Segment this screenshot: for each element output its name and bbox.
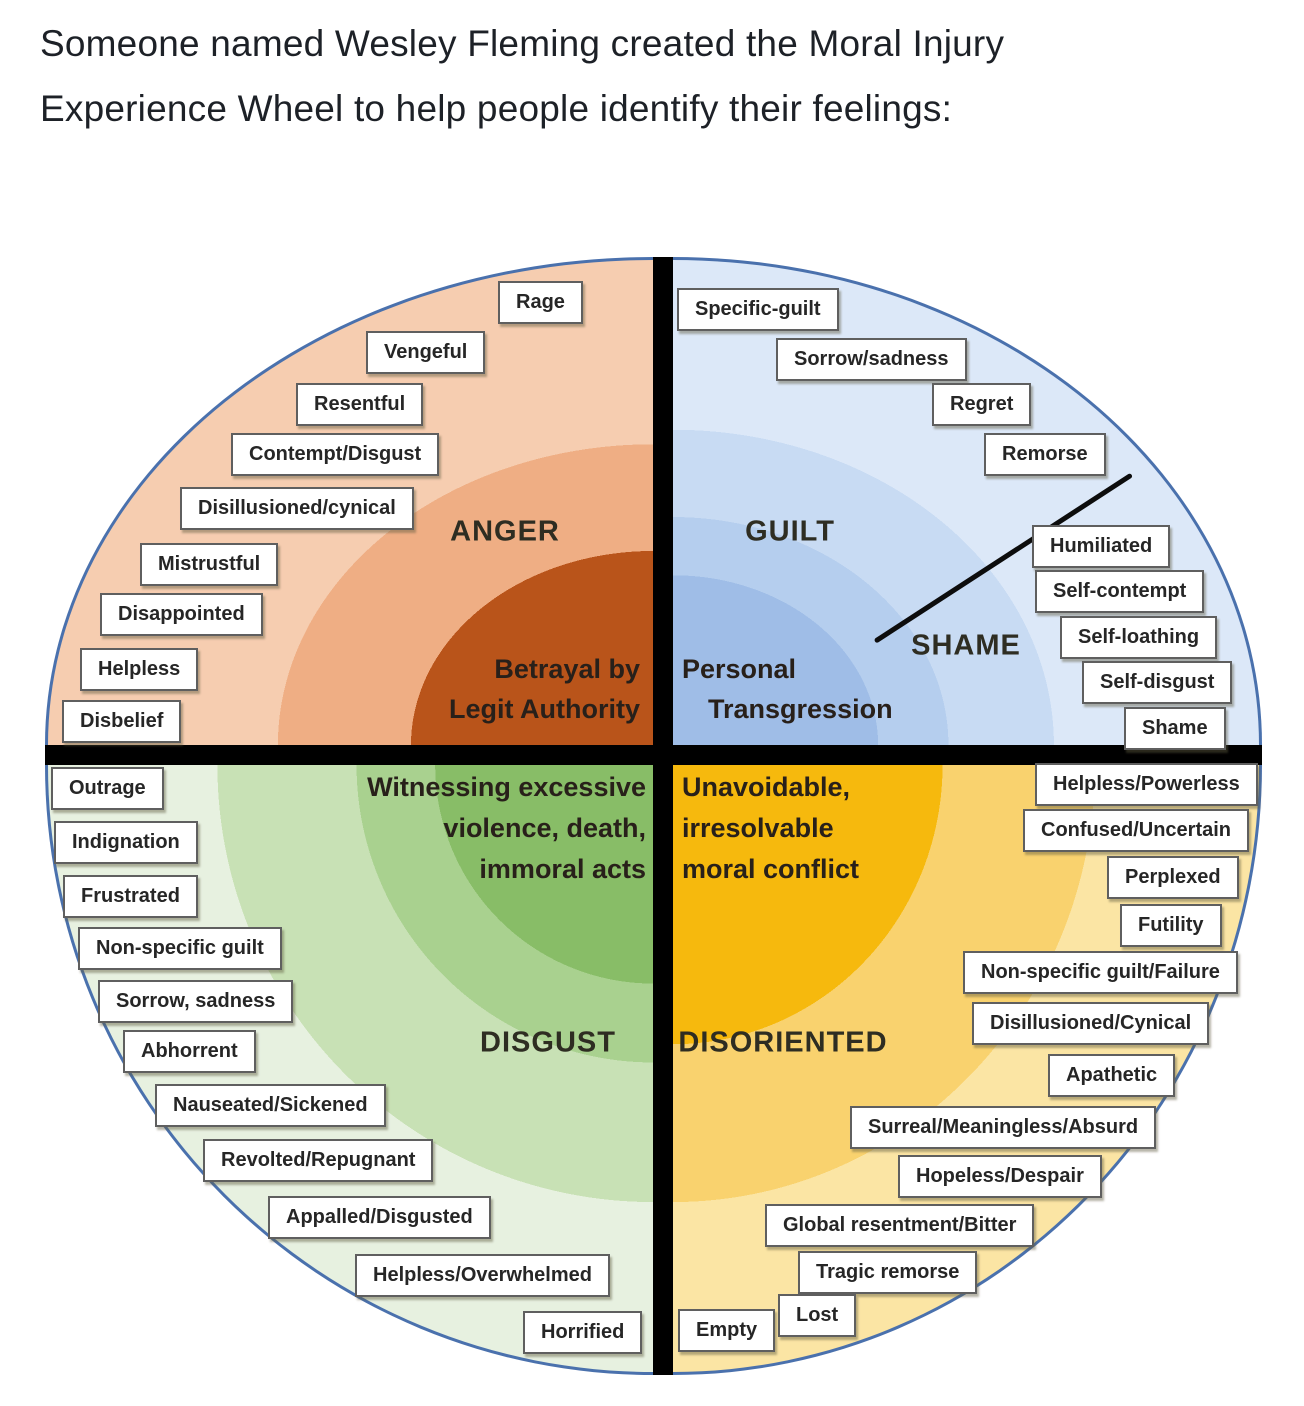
quadrant-label-disgust: DISGUST [480, 1026, 616, 1059]
emotion-box-disillusioned-cynical: Disillusioned/cynical [180, 487, 414, 530]
horizontal-axis-bar [45, 745, 1262, 765]
anger-core-cause: Betrayal by Legit Authority [449, 649, 640, 729]
emotion-box-self-loathing: Self-loathing [1060, 616, 1218, 659]
emotion-box-helpless: Helpless [80, 648, 199, 691]
disgust-core-line: violence, death, [443, 813, 646, 843]
emotion-box-perplexed: Perplexed [1107, 856, 1239, 899]
emotion-box-humiliated: Humiliated [1032, 525, 1171, 568]
emotion-box-revolted-repugnant: Revolted/Repugnant [203, 1139, 434, 1182]
emotion-box-regret: Regret [932, 383, 1032, 426]
emotion-box-tragic-remorse: Tragic remorse [798, 1251, 978, 1294]
caption-line-1: Someone named Wesley Fleming created the… [40, 23, 1005, 64]
emotion-box-rage: Rage [498, 281, 583, 324]
disoriented-core-line: irresolvable [682, 813, 834, 843]
guilt-core-line: Transgression [708, 694, 893, 724]
emotion-box-self-contempt: Self-contempt [1035, 570, 1205, 613]
emotion-box-disappointed: Disappointed [100, 593, 263, 636]
emotion-box-non-specific-guilt: Non-specific guilt [78, 927, 282, 970]
emotion-box-appalled-disgusted: Appalled/Disgusted [268, 1196, 491, 1239]
disoriented-core-line: moral conflict [682, 854, 860, 884]
emotion-box-horrified: Horrified [523, 1311, 643, 1354]
emotion-box-surreal-meaningless-absurd: Surreal/Meaningless/Absurd [850, 1106, 1157, 1149]
disoriented-core-line: Unavoidable, [682, 772, 851, 802]
emotion-box-outrage: Outrage [51, 767, 164, 810]
emotion-box-sorrow-sadness-disgust: Sorrow, sadness [98, 980, 294, 1023]
emotion-box-global-resentment-bitter: Global resentment/Bitter [765, 1204, 1035, 1247]
guilt-core-line: Personal [682, 654, 797, 684]
anger-core-line: Legit Authority [449, 694, 640, 724]
emotion-box-hopeless-despair: Hopeless/Despair [898, 1155, 1102, 1198]
vertical-axis-bar [653, 257, 673, 1375]
moral-injury-wheel: ANGER GUILT SHAME DISGUST DISORIENTED Be… [45, 257, 1262, 1375]
disoriented-core-cause: Unavoidable, irresolvable moral conflict [682, 767, 859, 890]
quadrant-label-shame: SHAME [911, 629, 1021, 662]
caption-line-2: Experience Wheel to help people identify… [40, 88, 953, 129]
emotion-box-helpless-overwhelmed: Helpless/Overwhelmed [355, 1254, 610, 1297]
emotion-box-confused-uncertain: Confused/Uncertain [1023, 809, 1250, 852]
emotion-box-shame: Shame [1124, 707, 1226, 750]
emotion-box-resentful: Resentful [296, 383, 424, 426]
quadrant-label-disoriented: DISORIENTED [678, 1026, 888, 1059]
guilt-shame-core-cause: Personal Transgression [682, 649, 893, 729]
emotion-box-disillusioned-cynical-2: Disillusioned/Cynical [972, 1002, 1210, 1045]
emotion-box-contempt-disgust: Contempt/Disgust [231, 433, 440, 476]
disgust-core-line: immoral acts [479, 854, 646, 884]
quadrant-label-guilt: GUILT [745, 515, 835, 548]
emotion-box-non-specific-guilt-failure: Non-specific guilt/Failure [963, 951, 1238, 994]
disgust-core-cause: Witnessing excessive violence, death, im… [367, 767, 646, 890]
emotion-box-frustrated: Frustrated [63, 875, 198, 918]
emotion-box-mistrustful: Mistrustful [140, 543, 279, 586]
emotion-box-empty: Empty [678, 1309, 776, 1352]
emotion-box-indignation: Indignation [54, 821, 198, 864]
emotion-box-specific-guilt: Specific-guilt [677, 288, 839, 331]
emotion-box-futility: Futility [1120, 904, 1222, 947]
emotion-box-lost: Lost [778, 1294, 857, 1337]
anger-core-line: Betrayal by [494, 654, 640, 684]
emotion-box-nauseated-sickened: Nauseated/Sickened [155, 1084, 386, 1127]
emotion-box-disbelief: Disbelief [62, 700, 182, 743]
emotion-box-remorse: Remorse [984, 433, 1106, 476]
emotion-box-apathetic: Apathetic [1048, 1054, 1176, 1097]
quadrant-label-anger: ANGER [450, 515, 560, 548]
emotion-box-sorrow-sadness: Sorrow/sadness [776, 338, 967, 381]
disgust-core-line: Witnessing excessive [367, 772, 646, 802]
emotion-box-helpless-powerless: Helpless/Powerless [1035, 763, 1258, 806]
emotion-box-self-disgust: Self-disgust [1082, 661, 1233, 704]
emotion-box-vengeful: Vengeful [366, 331, 486, 374]
emotion-box-abhorrent: Abhorrent [123, 1030, 256, 1073]
